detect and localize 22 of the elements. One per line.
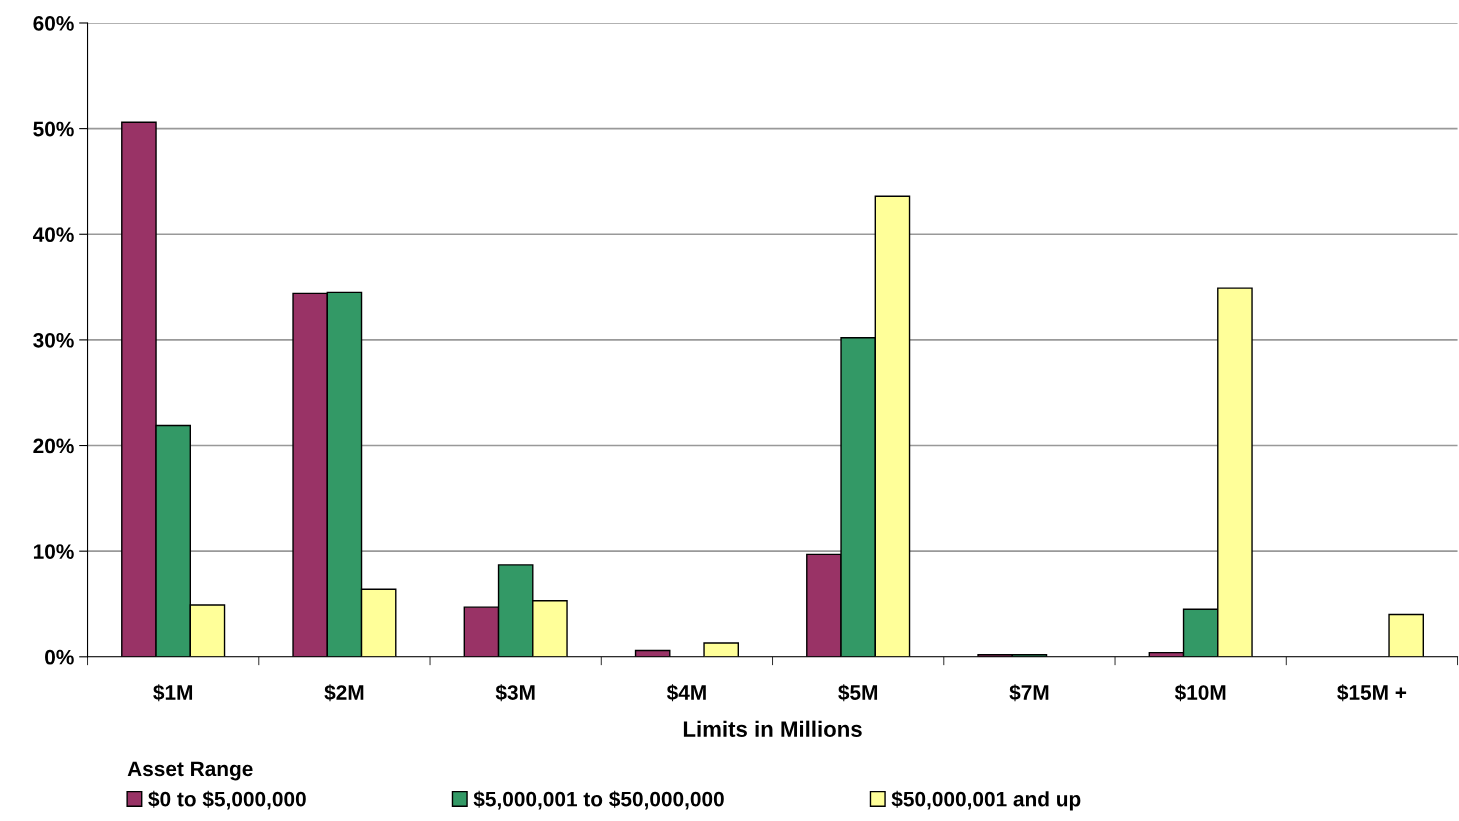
legend-label: $50,000,001 and up xyxy=(891,790,1081,811)
y-tick-label: 0% xyxy=(45,649,74,665)
bar xyxy=(703,642,739,657)
y-tick-label: 30% xyxy=(33,332,74,348)
y-tick-label: 20% xyxy=(33,438,74,454)
y-tick-label: 10% xyxy=(33,544,74,559)
x-tick-label: $4M xyxy=(666,684,706,702)
x-tick-label: $10M xyxy=(1174,684,1226,702)
legend-label: $0 to $5,000,000 xyxy=(148,790,306,810)
y-tick-label: 50% xyxy=(33,121,74,137)
x-tick-label: $15M + xyxy=(1337,684,1407,702)
y-tick-label: 40% xyxy=(32,227,74,243)
bar xyxy=(1388,613,1424,657)
x-tick-label: $2M xyxy=(324,684,364,702)
legend-title: Asset Range xyxy=(127,761,253,781)
x-tick-label: $7M xyxy=(1009,684,1049,702)
x-tick-label: $5M xyxy=(838,684,878,702)
x-tick-label: $3M xyxy=(495,684,535,702)
x-axis-title: Limits in Millions xyxy=(683,720,862,737)
x-tick-label: $1M xyxy=(153,684,193,702)
legend-label: $5,000,001 to $50,000,000 xyxy=(473,790,724,810)
y-tick-label: 60% xyxy=(33,15,74,31)
